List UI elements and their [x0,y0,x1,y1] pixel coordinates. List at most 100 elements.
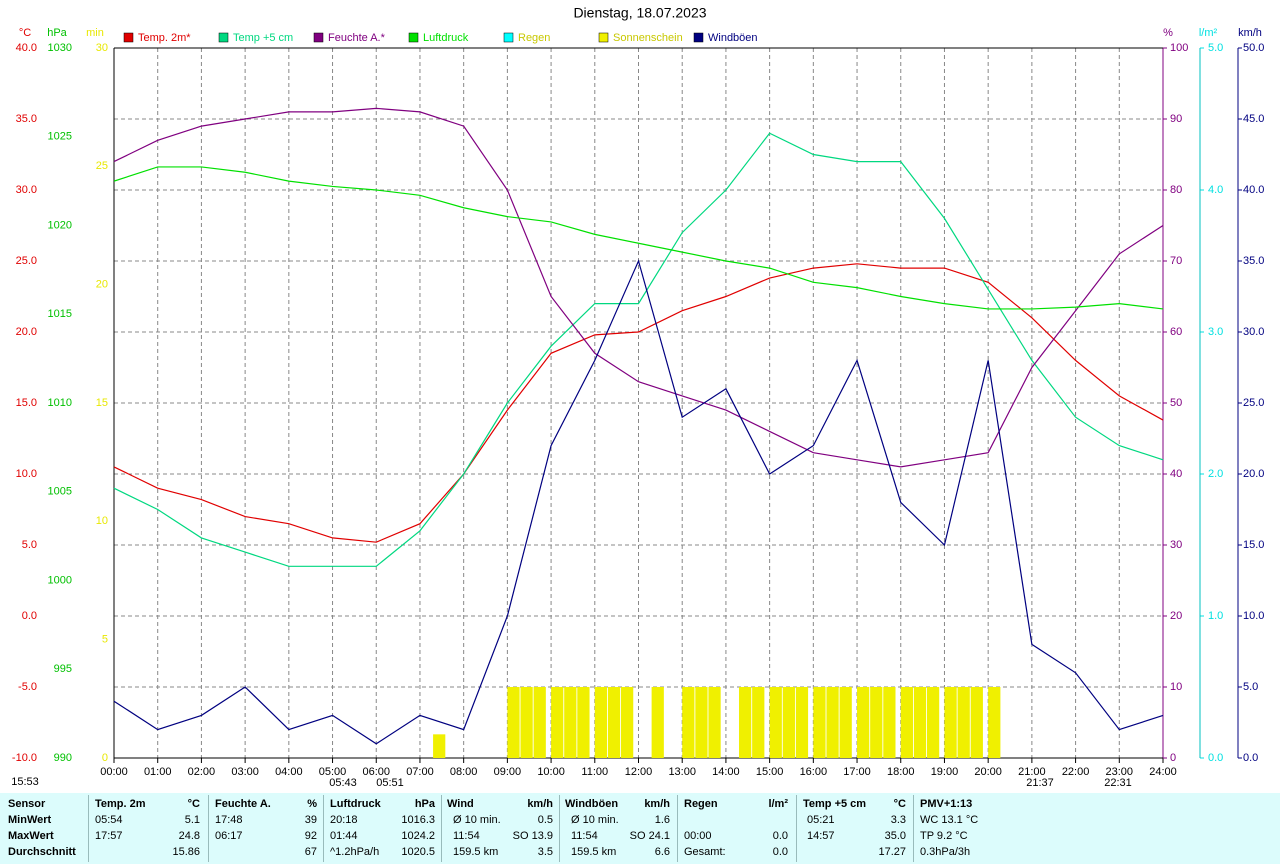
legend-label: Temp +5 cm [233,32,293,44]
table-cell: 6.6 [654,846,670,858]
y-tick-label: 10.0 [16,468,37,480]
y-tick-label: 0 [102,752,108,764]
y-tick-label: 20.0 [16,326,37,338]
series-bar [577,687,590,758]
table-cell: TP 9.2 °C [920,830,968,842]
y-tick-label: -10.0 [12,752,37,764]
table-cell: 11:54 [571,830,598,842]
chart: Dienstag, 18.07.2023 15:53 05:43 05:51 2… [11,5,1264,789]
table-cell: 1.6 [654,814,670,826]
series-bar [857,687,870,758]
legend-swatch [408,32,419,43]
table-cell: 06:17 [215,830,243,842]
table-cell: 0.0 [772,830,788,842]
table-cell: 1024.2 [401,830,435,842]
table-cell: 3.3 [890,814,906,826]
table-cell: 0.5 [537,814,553,826]
series-bar [551,687,564,758]
y-tick-label: 30 [1170,539,1182,551]
legend-swatch [218,32,229,43]
series-bar [708,687,721,758]
series-bar [970,687,983,758]
y-tick-label: 50 [1170,397,1182,409]
table-cell: Ø 10 min. [571,814,619,826]
table-cell: SO 13.9 [512,830,553,842]
y-tick-label: 3.0 [1208,326,1223,338]
series-line [113,132,1164,567]
table-cell: 92 [304,830,317,842]
x-tick-label: 12:00 [625,766,653,778]
column-rule [913,795,914,862]
x-tick-label: 08:00 [450,766,478,778]
legend-label: Windböen [708,32,758,44]
y-tick-label: 5.0 [1243,681,1258,693]
x-tick-label: 09:00 [494,766,522,778]
series-bar [594,687,608,758]
x-tick-label: 10:00 [537,766,565,778]
annotation: 22:31 [1104,777,1132,789]
table-header: hPa [414,798,435,810]
series-bar [782,687,795,758]
x-tick-label: 13:00 [668,766,696,778]
x-tick-label: 00:00 [100,766,128,778]
table-cell: 0.3hPa/3h [920,846,971,858]
table-header: Windböen [565,798,619,810]
legend-swatch [503,32,514,43]
y-tick-label: 30 [96,42,108,54]
x-tick-label: 21:00 [1018,766,1046,778]
series-bar [900,687,913,758]
legend-swatch [693,32,704,43]
axis-unit: hPa [47,27,67,39]
table-header: Temp. 2m [95,798,146,810]
table-cell: 3.5 [537,846,553,858]
series-bar [913,687,927,758]
y-tick-label: 1010 [48,397,72,409]
y-tick-label: 40.0 [1243,184,1264,196]
column-rule [88,795,89,862]
table-cell: Gesamt: [684,846,726,858]
series-bar [682,687,695,758]
table-cell: 11:54 [453,830,480,842]
legend-swatch [123,32,134,43]
y-tick-label: 990 [54,752,72,764]
x-tick-label: 23:00 [1106,766,1134,778]
series-bar [433,734,446,758]
series-bar [695,687,708,758]
y-tick-label: 10.0 [1243,610,1264,622]
y-tick-label: -5.0 [18,681,37,693]
annotation: 15:53 [11,776,39,788]
table-cell: 159.5 km [453,846,499,858]
y-tick-label: 4.0 [1208,184,1223,196]
legend-label: Luftdruck [423,32,469,44]
y-tick-label: 15.0 [16,397,37,409]
x-tick-label: 22:00 [1062,766,1090,778]
series-bar [826,687,839,758]
table-cell: WC 13.1 °C [920,814,979,826]
table-cell: 159.5 km [571,846,617,858]
table-cell: SO 24.1 [629,830,670,842]
x-tick-label: 20:00 [974,766,1002,778]
x-tick-label: 15:00 [756,766,784,778]
table-header: Regen [684,798,718,810]
series-bar [926,687,940,758]
series-line [113,259,1164,745]
table-cell: 24.8 [178,830,200,842]
series-bar [621,687,634,758]
series-bar [507,687,520,758]
x-tick-label: 01:00 [144,766,172,778]
y-tick-label: 5.0 [22,539,37,551]
table-header: km/h [644,798,670,810]
column-rule [559,795,560,862]
y-tick-label: 25.0 [16,255,37,267]
table-cell: 00:00 [684,830,712,842]
x-tick-label: 24:00 [1149,766,1177,778]
series-bar [651,687,664,758]
table-cell: 39 [304,814,317,826]
axis-unit: min [86,27,104,39]
table-cell: 14:57 [807,830,835,842]
x-tick-label: 19:00 [931,766,959,778]
column-rule [441,795,442,862]
y-tick-label: 40 [1170,468,1182,480]
table-cell: 5.1 [184,814,200,826]
x-tick-label: 04:00 [275,766,303,778]
